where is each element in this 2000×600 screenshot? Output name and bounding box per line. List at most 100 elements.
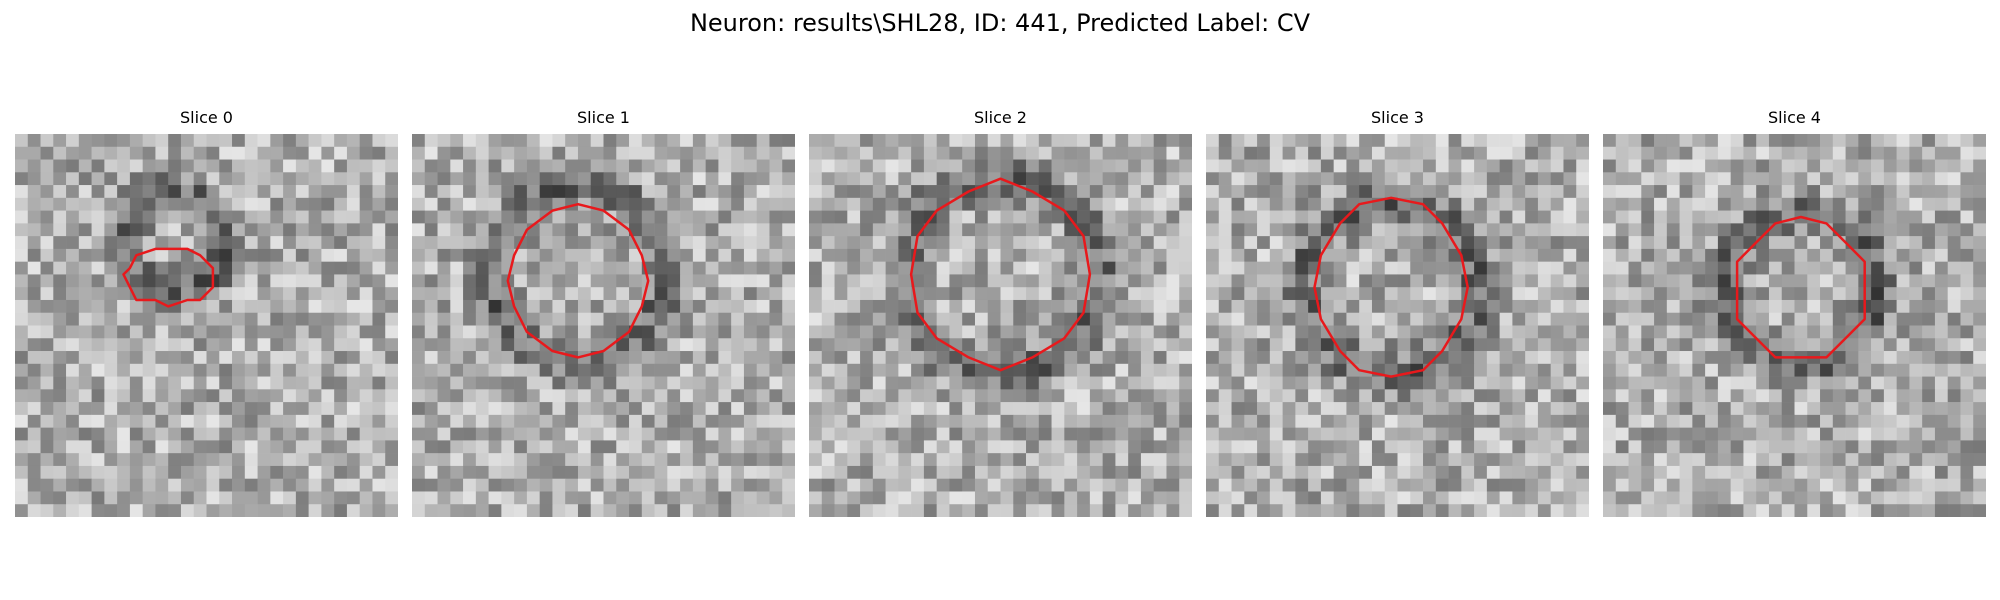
image-pixel (27, 185, 41, 199)
image-pixel (1794, 414, 1808, 428)
image-pixel (1089, 453, 1103, 467)
image-pixel (1525, 478, 1539, 492)
image-pixel (949, 236, 963, 250)
image-pixel (949, 351, 963, 365)
image-pixel (1654, 465, 1668, 479)
image-pixel (911, 402, 925, 416)
image-pixel (412, 363, 426, 377)
image-pixel (1973, 236, 1986, 250)
image-pixel (385, 402, 398, 416)
image-pixel (1128, 389, 1142, 403)
image-pixel (1666, 134, 1680, 148)
image-pixel (27, 376, 41, 390)
image-pixel (1153, 248, 1167, 262)
image-pixel (1692, 363, 1706, 377)
image-pixel (437, 159, 451, 173)
image-pixel (782, 197, 795, 211)
image-pixel (206, 325, 220, 339)
image-pixel (1257, 376, 1271, 390)
image-pixel (834, 134, 848, 148)
image-pixel (1871, 185, 1885, 199)
image-pixel (1883, 491, 1897, 505)
image-pixel (1934, 491, 1948, 505)
image-pixel (1206, 338, 1220, 352)
image-pixel (1089, 351, 1103, 365)
image-pixel (1231, 504, 1245, 517)
image-pixel (232, 236, 246, 250)
image-pixel (641, 159, 655, 173)
image-pixel (1615, 261, 1629, 275)
image-pixel (1525, 172, 1539, 186)
image-pixel (539, 427, 553, 441)
image-pixel (821, 312, 835, 326)
image-pixel (232, 134, 246, 148)
image-pixel (66, 210, 80, 224)
image-pixel (1615, 453, 1629, 467)
image-pixel (129, 402, 143, 416)
image-pixel (206, 185, 220, 199)
image-pixel (1423, 376, 1437, 390)
image-pixel (270, 363, 284, 377)
image-pixel (412, 389, 426, 403)
image-pixel (78, 312, 92, 326)
image-pixel (66, 427, 80, 441)
image-pixel (78, 325, 92, 339)
image-pixel (91, 325, 105, 339)
image-pixel (1179, 363, 1192, 377)
image-pixel (1410, 402, 1424, 416)
image-pixel (629, 363, 643, 377)
image-pixel (1679, 402, 1693, 416)
image-pixel (15, 491, 29, 505)
image-pixel (53, 146, 67, 160)
image-pixel (1832, 210, 1846, 224)
image-pixel (1115, 504, 1129, 517)
image-pixel (1832, 363, 1846, 377)
image-pixel (705, 427, 719, 441)
image-pixel (1474, 402, 1488, 416)
image-pixel (1448, 363, 1462, 377)
image-pixel (1909, 159, 1923, 173)
image-pixel (603, 491, 617, 505)
image-pixel (334, 312, 348, 326)
image-pixel (1628, 287, 1642, 301)
image-pixel (155, 376, 169, 390)
image-pixel (731, 146, 745, 160)
image-pixel (1896, 376, 1910, 390)
image-pixel (232, 172, 246, 186)
image-pixel (552, 376, 566, 390)
image-pixel (1960, 402, 1974, 416)
image-pixel (552, 134, 566, 148)
image-pixel (834, 210, 848, 224)
image-pixel (488, 351, 502, 365)
image-pixel (809, 363, 823, 377)
image-pixel (1231, 223, 1245, 237)
image-pixel (821, 338, 835, 352)
image-pixel (1051, 414, 1065, 428)
image-pixel (809, 389, 823, 403)
image-pixel (1128, 159, 1142, 173)
image-pixel (782, 325, 795, 339)
image-pixel (424, 248, 438, 262)
image-pixel (872, 210, 886, 224)
image-pixel (1705, 440, 1719, 454)
image-pixel (1115, 376, 1129, 390)
image-pixel (1743, 478, 1757, 492)
image-pixel (834, 159, 848, 173)
image-pixel (1333, 376, 1347, 390)
image-pixel (809, 197, 823, 211)
image-pixel (1692, 325, 1706, 339)
image-pixel (1064, 427, 1078, 441)
image-pixel (1705, 504, 1719, 517)
image-pixel (244, 223, 258, 237)
image-pixel (1257, 146, 1271, 160)
image-pixel (385, 172, 398, 186)
image-pixel (1320, 223, 1334, 237)
image-pixel (1474, 299, 1488, 314)
image-pixel (1525, 427, 1539, 441)
image-pixel (1525, 223, 1539, 237)
image-pixel (1756, 376, 1770, 390)
image-pixel (1768, 248, 1783, 262)
image-pixel (193, 223, 207, 237)
image-pixel (142, 465, 156, 479)
image-pixel (270, 402, 284, 416)
